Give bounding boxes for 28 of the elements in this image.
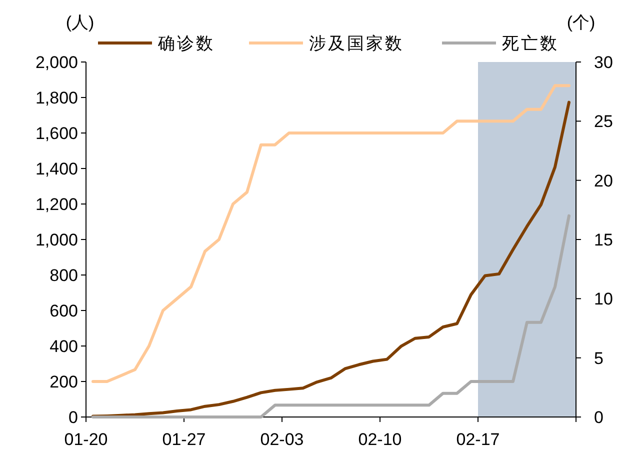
x-tick-label: 01-27 — [162, 430, 206, 449]
x-tick-label: 02-10 — [358, 430, 402, 449]
x-tick-label: 02-03 — [260, 430, 304, 449]
y-tick-label: 1,000 — [35, 230, 78, 250]
y-tick-label: 1,800 — [35, 88, 78, 108]
y-tick-label: 1,200 — [35, 195, 78, 214]
x-tick-label: 02-17 — [456, 430, 500, 449]
y2-tick-label: 25 — [594, 112, 613, 132]
x-tick-label: 01-20 — [64, 430, 108, 449]
y-tick-label: 0 — [68, 408, 78, 427]
y2-tick-label: 20 — [594, 171, 613, 190]
y-tick-label: 1,600 — [35, 124, 78, 143]
legend-label: 确诊数 — [157, 34, 215, 53]
y2-axis-title: (个) — [566, 13, 596, 32]
y-tick-label: 600 — [50, 302, 78, 320]
y-axis-title: (人) — [66, 13, 94, 32]
y-tick-label: 800 — [50, 266, 78, 285]
y-tick-label: 400 — [50, 337, 78, 356]
y-tick-label: 200 — [50, 372, 78, 392]
y2-tick-label: 15 — [594, 230, 613, 250]
y2-tick-label: 5 — [594, 348, 604, 368]
y-tick-label: 1,400 — [35, 160, 78, 178]
y2-tick-label: 10 — [594, 290, 613, 309]
legend-label: 死亡数 — [502, 34, 559, 53]
y-tick-label: 2,000 — [35, 53, 78, 72]
y2-tick-label: 30 — [594, 53, 613, 72]
legend-label: 涉及国家数 — [309, 34, 404, 53]
y2-tick-label: 0 — [594, 408, 604, 427]
